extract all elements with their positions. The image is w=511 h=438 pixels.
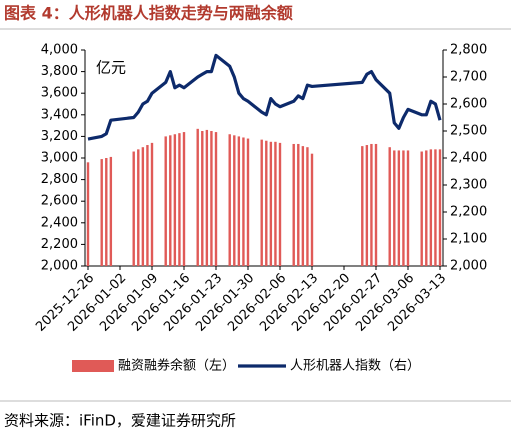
legend-swatch [72, 360, 114, 372]
bar [310, 153, 314, 266]
bar [397, 150, 401, 266]
bar [233, 135, 236, 266]
y-tick-label: 2,200 [41, 237, 78, 252]
y2-tick-label: 2,500 [450, 124, 487, 139]
bar [365, 145, 369, 266]
legend-label: 融资融券余额（左） [118, 358, 235, 374]
bar [237, 136, 241, 266]
bar [420, 151, 423, 266]
bar [100, 159, 103, 266]
bar [214, 132, 218, 266]
bar [434, 149, 437, 266]
y2-tick-label: 2,100 [450, 232, 487, 247]
y2-tick-label: 2,300 [450, 178, 487, 193]
y2-tick-label: 2,400 [450, 151, 487, 166]
bar [164, 136, 167, 266]
y-tick-label: 4,000 [41, 43, 78, 58]
bar [260, 139, 263, 266]
bar [370, 143, 373, 266]
y2-tick-label: 2,800 [450, 43, 487, 58]
bar [388, 147, 391, 266]
chart-title: 图表 4：人形机器人指数走势与两融余额 [4, 4, 293, 23]
bar [438, 149, 442, 266]
y-tick-label: 3,800 [41, 64, 78, 79]
y-tick-label: 3,000 [41, 151, 78, 166]
y-tick-label: 3,400 [41, 107, 78, 122]
bar [265, 140, 268, 266]
bar [429, 149, 433, 266]
bar [141, 147, 145, 266]
bar [246, 138, 250, 266]
bar [109, 156, 113, 266]
bar [402, 150, 405, 266]
bar [228, 134, 231, 266]
y2-tick-label: 2,700 [450, 70, 487, 85]
y2-tick-label: 2,600 [450, 97, 487, 112]
bar [201, 131, 204, 266]
bar [297, 143, 300, 266]
y-tick-label: 3,600 [41, 86, 78, 101]
bar [274, 141, 277, 266]
bar [210, 131, 213, 266]
bar [393, 150, 396, 266]
bar [205, 129, 209, 266]
bar [425, 150, 428, 266]
source: 资料来源：iFinD，爱建证券研究所 [4, 412, 236, 430]
unit-label: 亿元 [96, 59, 126, 77]
bar [146, 145, 149, 266]
bar [137, 149, 140, 266]
y-tick-label: 2,400 [41, 215, 78, 230]
y-tick-label: 2,800 [41, 172, 78, 187]
bar [292, 143, 295, 266]
bar [242, 137, 245, 266]
y2-tick-label: 2,000 [450, 259, 487, 274]
bar [182, 132, 186, 266]
bar [374, 143, 378, 266]
bar [86, 162, 90, 266]
y-tick-label: 2,600 [41, 194, 78, 209]
bar [269, 141, 273, 266]
bar [169, 135, 172, 266]
bar [406, 150, 410, 266]
y2-tick-label: 2,200 [450, 205, 487, 220]
bar [301, 146, 305, 266]
bar [132, 151, 135, 266]
legend-label: 人形机器人指数（右） [290, 359, 420, 374]
bar [278, 142, 282, 266]
bar [361, 146, 364, 266]
line [87, 53, 442, 141]
bar [196, 128, 199, 266]
bar [150, 142, 154, 266]
bar [178, 133, 181, 266]
bar [173, 134, 177, 266]
y-tick-label: 3,200 [41, 129, 78, 144]
bar [105, 158, 108, 266]
y-tick-label: 2,000 [41, 259, 78, 274]
bar [306, 147, 309, 266]
